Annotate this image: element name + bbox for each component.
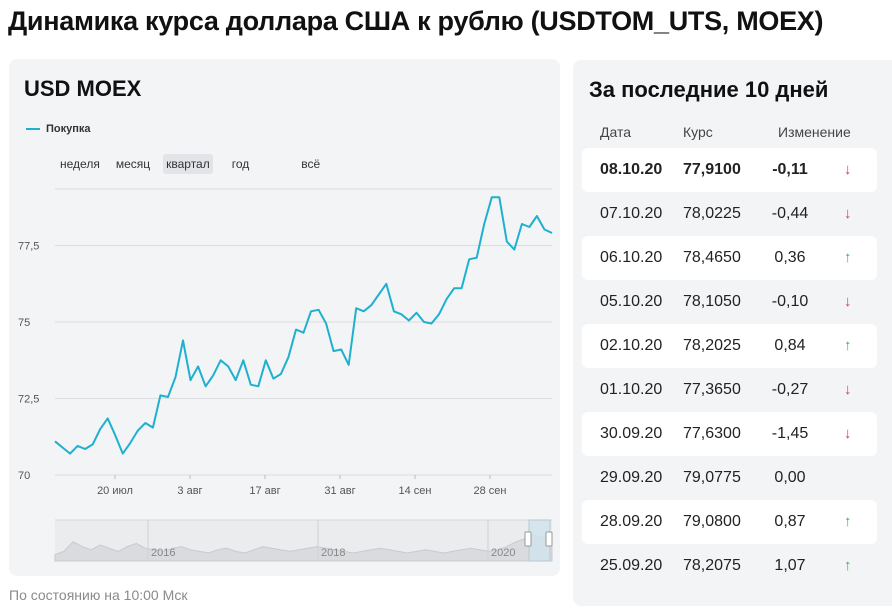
y-tick-label: 75 bbox=[18, 317, 30, 329]
row-date: 29.09.20 bbox=[600, 469, 663, 486]
table-row: 28.09.20 79,0800 0,87 ↑ bbox=[582, 500, 877, 544]
chart-title: USD MOEX bbox=[24, 76, 142, 101]
page-title: Динамика курса доллара США к рублю (USDT… bbox=[8, 6, 824, 36]
table-row: 01.10.20 77,3650 -0,27 ↓ bbox=[582, 368, 877, 412]
period-option[interactable]: квартал bbox=[163, 154, 213, 174]
row-change: 0,84 bbox=[774, 337, 806, 354]
status-note: По состоянию на 10:00 Мск bbox=[9, 587, 188, 603]
period-selector: неделя месяц квартал год всё bbox=[57, 154, 323, 174]
table-row: 07.10.20 78,0225 -0,44 ↓ bbox=[582, 192, 877, 236]
table-row: 25.09.20 78,2075 1,07 ↑ bbox=[582, 544, 877, 588]
row-date: 02.10.20 bbox=[600, 337, 663, 354]
table-row: 05.10.20 78,1050 -0,10 ↓ bbox=[582, 280, 877, 324]
overview-year-label: 2018 bbox=[321, 547, 345, 559]
period-option[interactable]: месяц bbox=[115, 157, 151, 171]
overview-area bbox=[54, 534, 553, 562]
overview-year-label: 2020 bbox=[491, 547, 515, 559]
row-change: -1,45 bbox=[771, 425, 809, 442]
table-title: За последние 10 дней bbox=[589, 77, 829, 102]
arrow-down-icon: ↓ bbox=[844, 425, 852, 442]
arrow-up-icon: ↑ bbox=[844, 557, 852, 574]
row-rate: 77,6300 bbox=[683, 425, 741, 442]
chart-card: 70 72,5 75 77,5 20 июл 3 авг 17 авг 31 авг 14 се… bbox=[9, 59, 560, 576]
x-tick-label: 17 авг bbox=[249, 485, 280, 497]
row-rate: 78,1050 bbox=[683, 293, 741, 310]
row-date: 01.10.20 bbox=[600, 381, 663, 398]
row-change: 0,87 bbox=[774, 513, 806, 530]
row-date: 08.10.20 bbox=[600, 161, 663, 178]
y-tick-label: 72,5 bbox=[18, 394, 39, 406]
y-tick-label: 77,5 bbox=[18, 241, 39, 253]
row-rate: 78,0225 bbox=[683, 205, 741, 222]
column-change: Изменение bbox=[778, 124, 851, 140]
column-rate: Курс bbox=[683, 124, 713, 140]
column-date: Дата bbox=[600, 124, 632, 140]
row-date: 07.10.20 bbox=[600, 205, 663, 222]
row-date: 05.10.20 bbox=[600, 293, 663, 310]
row-rate: 77,9100 bbox=[683, 161, 741, 178]
row-change: -0,27 bbox=[771, 381, 809, 398]
legend-swatch bbox=[26, 128, 40, 130]
row-change: 0,00 bbox=[774, 469, 806, 486]
x-tick-label: 20 июл bbox=[97, 485, 133, 497]
row-rate: 78,2075 bbox=[683, 557, 741, 574]
y-tick-label: 70 bbox=[18, 470, 30, 482]
rates-table-card: За последние 10 дней Дата Курс Изменение… bbox=[573, 60, 892, 606]
table-row: 02.10.20 78,2025 0,84 ↑ bbox=[582, 324, 877, 368]
row-rate: 79,0800 bbox=[683, 513, 741, 530]
series-line bbox=[54, 196, 553, 455]
legend-label: Покупка bbox=[46, 123, 91, 135]
row-date: 06.10.20 bbox=[600, 249, 663, 266]
rates-table-body: 08.10.20 77,9100 -0,11 ↓ 07.10.20 78,0225 -0,4… bbox=[582, 148, 877, 588]
arrow-down-icon: ↓ bbox=[844, 161, 852, 178]
chart-legend: Покупка bbox=[26, 123, 91, 135]
arrow-down-icon: ↓ bbox=[844, 293, 852, 310]
row-change: -0,11 bbox=[772, 161, 808, 178]
x-tick-label: 31 авг bbox=[324, 485, 355, 497]
x-tick-label: 3 авг bbox=[177, 485, 202, 497]
x-tick-label: 28 сен bbox=[474, 485, 507, 497]
row-rate: 77,3650 bbox=[683, 381, 741, 398]
row-rate: 78,4650 bbox=[683, 249, 741, 266]
row-date: 30.09.20 bbox=[600, 425, 663, 442]
row-date: 25.09.20 bbox=[600, 557, 663, 574]
table-row: 30.09.20 77,6300 -1,45 ↓ bbox=[582, 412, 877, 456]
x-tick-label: 14 сен bbox=[399, 485, 432, 497]
table-header: Дата Курс Изменение bbox=[573, 124, 892, 144]
row-change: -0,10 bbox=[771, 293, 809, 310]
period-option[interactable]: неделя bbox=[60, 157, 100, 171]
overview-year-label: 2016 bbox=[151, 547, 175, 559]
table-row: 29.09.20 79,0775 0,00 bbox=[582, 456, 877, 500]
arrow-down-icon: ↓ bbox=[844, 381, 852, 398]
arrow-up-icon: ↑ bbox=[844, 337, 852, 354]
row-date: 28.09.20 bbox=[600, 513, 663, 530]
period-option[interactable]: всё bbox=[301, 157, 321, 171]
row-rate: 78,2025 bbox=[683, 337, 741, 354]
arrow-up-icon: ↑ bbox=[844, 513, 852, 530]
overview-handle-right[interactable] bbox=[545, 531, 553, 547]
arrow-up-icon: ↑ bbox=[844, 249, 852, 266]
row-change: 1,07 bbox=[774, 557, 806, 574]
arrow-down-icon: ↓ bbox=[844, 205, 852, 222]
table-row: 08.10.20 77,9100 -0,11 ↓ bbox=[582, 148, 877, 192]
period-option[interactable]: год bbox=[231, 157, 250, 171]
table-row: 06.10.20 78,4650 0,36 ↑ bbox=[582, 236, 877, 280]
overview-handle-left[interactable] bbox=[524, 531, 532, 547]
row-change: 0,36 bbox=[774, 249, 806, 266]
row-change: -0,44 bbox=[771, 205, 809, 222]
row-rate: 79,0775 bbox=[683, 469, 741, 486]
usd-line-chart: 70 72,5 75 77,5 20 июл 3 авг 17 авг 31 авг 14 се… bbox=[18, 188, 553, 562]
